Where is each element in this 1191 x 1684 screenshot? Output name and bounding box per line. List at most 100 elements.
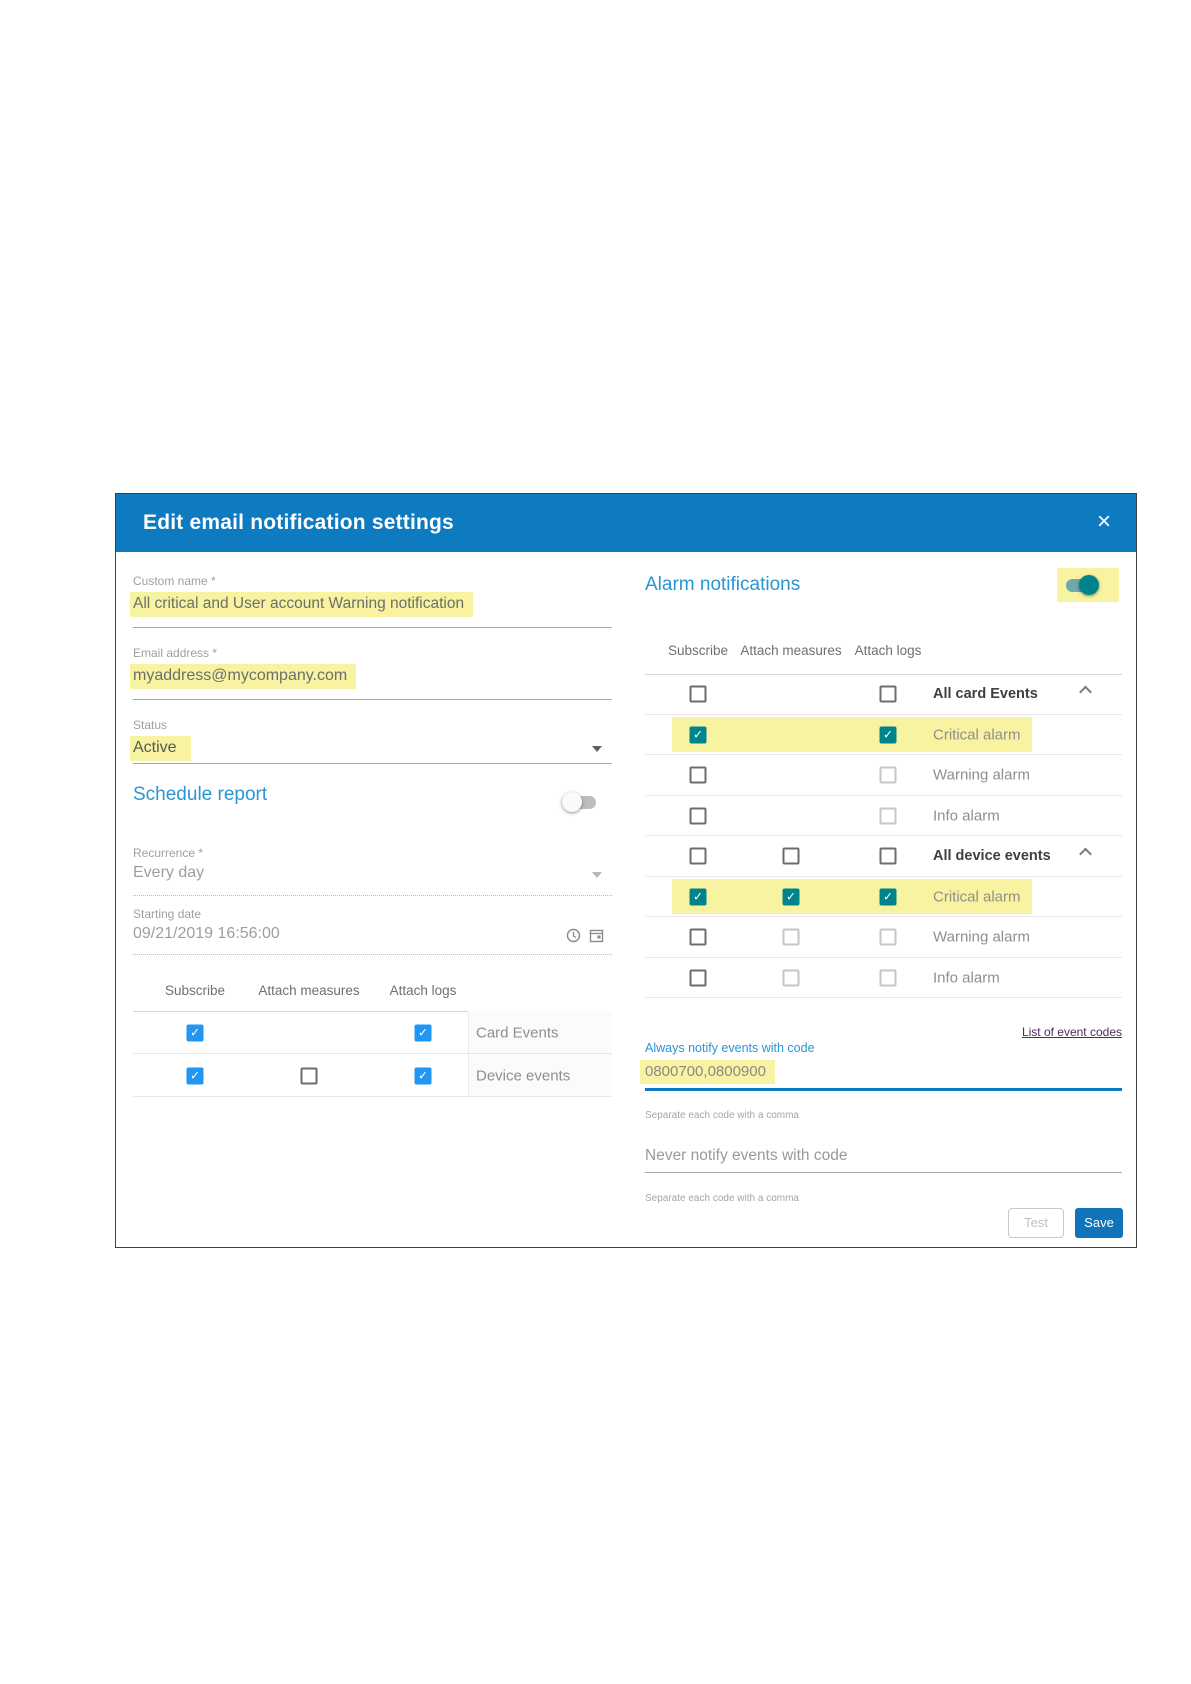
field-underline <box>133 895 612 896</box>
subscribe-checkbox[interactable]: ✓ <box>689 726 707 744</box>
row-label: All device events <box>933 848 1051 865</box>
table-row: Warning alarm <box>645 917 1122 958</box>
logs-checkbox[interactable]: ✓ <box>879 726 897 744</box>
field-underline <box>645 1172 1122 1173</box>
alarm-notifications-heading: Alarm notifications <box>645 574 801 595</box>
measures-checkbox[interactable] <box>300 1067 318 1084</box>
event-codes-link[interactable]: List of event codes <box>1021 1025 1122 1039</box>
table-row: Info alarm <box>645 796 1122 836</box>
logs-checkbox[interactable]: ✓ <box>414 1024 432 1041</box>
edit-email-notification-dialog: Edit email notification settings × Custo… <box>116 494 1136 1247</box>
measures-checkbox[interactable] <box>782 928 800 946</box>
highlight: Active <box>130 736 191 761</box>
status-select[interactable]: Active <box>130 736 191 761</box>
row-label: Critical alarm <box>933 888 1021 906</box>
table-row: ✓ ✓ ✓ Critical alarm <box>645 877 1122 917</box>
status-label: Status <box>133 718 168 732</box>
table-row: Warning alarm <box>645 755 1122 796</box>
calendar-icon[interactable] <box>589 928 604 943</box>
starting-date-label: Starting date <box>133 907 202 921</box>
column-header: Subscribe <box>164 983 226 998</box>
logs-checkbox[interactable] <box>879 969 897 987</box>
chevron-down-icon[interactable] <box>592 872 602 878</box>
logs-checkbox[interactable]: ✓ <box>414 1067 432 1084</box>
column-header: Attach logs <box>389 983 457 998</box>
chevron-down-icon[interactable] <box>592 746 602 752</box>
save-button[interactable]: Save <box>1075 1208 1123 1238</box>
highlight <box>672 716 1032 752</box>
header-divider <box>133 1011 612 1012</box>
table-row: ✓ ✓ Card Events <box>133 1011 612 1054</box>
subscribe-checkbox[interactable] <box>689 685 707 703</box>
schedule-report-heading: Schedule report <box>133 784 268 805</box>
focused-underline <box>645 1088 1122 1091</box>
row-divider <box>645 956 1122 958</box>
subscribe-checkbox[interactable] <box>689 807 707 825</box>
email-label: Email address * <box>133 646 218 660</box>
email-input[interactable]: myaddress@mycompany.com <box>130 664 357 689</box>
subscribe-checkbox[interactable] <box>689 928 707 946</box>
test-button[interactable]: Test <box>1008 1208 1064 1238</box>
subscribe-checkbox[interactable]: ✓ <box>186 1024 204 1041</box>
logs-checkbox[interactable] <box>879 928 897 946</box>
chevron-up-icon[interactable] <box>1079 847 1092 861</box>
row-label: Card Events <box>476 1024 559 1041</box>
subscribe-checkbox[interactable]: ✓ <box>186 1067 204 1084</box>
always-notify-input[interactable]: 0800700,0800900 <box>640 1060 775 1084</box>
measures-checkbox[interactable]: ✓ <box>782 888 800 906</box>
measures-checkbox[interactable] <box>782 847 800 865</box>
row-label: Device events <box>476 1067 571 1084</box>
custom-name-label: Custom name * <box>133 574 216 588</box>
report-events-table: Subscribe Attach measures Attach logs ✓ ✓ Car… <box>133 975 612 1099</box>
subscribe-checkbox[interactable] <box>689 766 707 784</box>
row-divider <box>645 835 1122 836</box>
clock-icon[interactable] <box>566 928 581 943</box>
toggle-knob <box>1079 575 1099 595</box>
close-icon[interactable]: × <box>1096 508 1111 535</box>
logs-checkbox[interactable] <box>879 766 897 784</box>
field-underline <box>133 763 612 764</box>
field-underline <box>133 954 612 955</box>
recurrence-select[interactable]: Every day <box>133 864 205 881</box>
field-underline <box>133 699 612 700</box>
logs-checkbox[interactable]: ✓ <box>879 888 897 906</box>
always-notify-label: Always notify events with code <box>645 1041 815 1055</box>
alarm-notifications-toggle[interactable] <box>1063 575 1099 595</box>
logs-checkbox[interactable] <box>879 685 897 703</box>
row-divider <box>645 875 1122 877</box>
toggle-knob <box>562 792 582 812</box>
row-divider <box>133 1053 612 1054</box>
row-label: Info alarm <box>933 807 1000 825</box>
logs-checkbox[interactable] <box>879 847 897 865</box>
row-divider <box>645 997 1122 998</box>
subscribe-checkbox[interactable]: ✓ <box>689 888 707 906</box>
dialog-header: Edit email notification settings × <box>116 494 1136 552</box>
never-notify-input[interactable]: Never notify events with code <box>645 1147 848 1164</box>
logs-checkbox[interactable] <box>879 807 897 825</box>
row-divider <box>645 754 1122 755</box>
highlight: 0800700,0800900 <box>640 1060 775 1084</box>
table-row: ✓ ✓ Critical alarm <box>645 715 1122 755</box>
chevron-up-icon[interactable] <box>1079 685 1092 699</box>
custom-name-input[interactable]: All critical and User account Warning no… <box>130 592 474 617</box>
subscribe-checkbox[interactable] <box>689 969 707 987</box>
measures-checkbox[interactable] <box>782 969 800 987</box>
row-divider <box>645 713 1122 715</box>
header-divider <box>645 674 1122 675</box>
schedule-report-toggle[interactable] <box>562 792 598 812</box>
column-header: Subscribe <box>667 643 729 658</box>
helper-text: Separate each code with a comma <box>645 1110 799 1121</box>
row-divider <box>133 1096 612 1097</box>
starting-date-input[interactable]: 09/21/2019 16:56:00 <box>133 925 280 942</box>
row-divider <box>645 916 1122 917</box>
table-row: ✓ ✓ Device events <box>133 1054 612 1097</box>
helper-text: Separate each code with a comma <box>645 1193 799 1204</box>
column-header: Attach measures <box>740 643 842 658</box>
recurrence-label: Recurrence * <box>133 846 204 860</box>
dialog-title: Edit email notification settings <box>143 511 454 534</box>
column-header: Attach logs <box>854 643 922 658</box>
subscribe-checkbox[interactable] <box>689 847 707 865</box>
table-row: All card Events <box>645 674 1122 715</box>
table-row: All device events <box>645 836 1122 877</box>
